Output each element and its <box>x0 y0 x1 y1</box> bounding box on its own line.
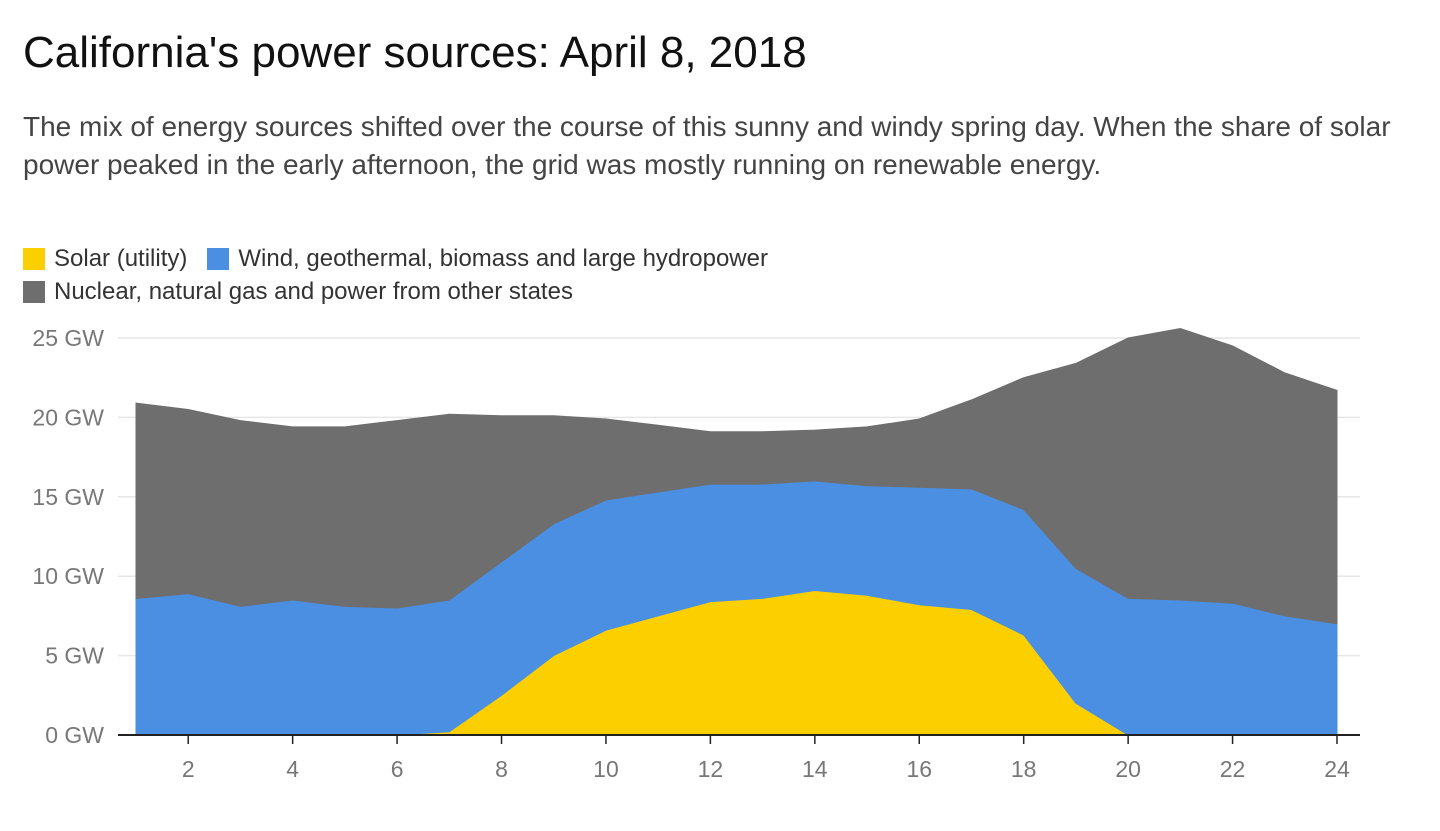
x-tick-label-14: 14 <box>802 756 828 782</box>
chart-title: California's power sources: April 8, 201… <box>23 28 807 77</box>
legend-item-nuclear: Nuclear, natural gas and power from othe… <box>23 278 573 306</box>
legend-swatch-wind <box>207 248 230 270</box>
area-nuclear <box>135 327 1338 625</box>
x-tick-label-10: 10 <box>593 756 619 782</box>
legend-row-1: Solar (utility) Wind, geothermal, biomas… <box>23 245 788 273</box>
x-tick-label-22: 22 <box>1220 756 1246 782</box>
legend-label-wind: Wind, geothermal, biomass and large hydr… <box>238 245 768 272</box>
y-tick-label-5: 5 GW <box>45 643 104 669</box>
x-tick-label-6: 6 <box>391 756 404 782</box>
legend-label-nuclear: Nuclear, natural gas and power from othe… <box>54 278 573 305</box>
y-tick-label-15: 15 GW <box>32 484 104 510</box>
legend-row-2: Nuclear, natural gas and power from othe… <box>23 278 593 306</box>
x-tick-label-16: 16 <box>906 756 932 782</box>
legend-swatch-nuclear <box>23 281 45 303</box>
x-tick-label-18: 18 <box>1011 756 1037 782</box>
y-tick-label-20: 20 GW <box>32 404 104 430</box>
chart-subtitle: The mix of energy sources shifted over t… <box>23 111 1391 180</box>
legend-swatch-solar <box>23 248 45 270</box>
x-tick-label-20: 20 <box>1115 756 1141 782</box>
x-tick-label-4: 4 <box>286 756 299 782</box>
y-tick-label-0: 0 GW <box>45 722 104 748</box>
y-tick-label-10: 10 GW <box>32 563 104 589</box>
legend-label-solar: Solar (utility) <box>54 245 188 272</box>
legend-item-wind: Wind, geothermal, biomass and large hydr… <box>207 245 768 273</box>
legend-item-solar: Solar (utility) <box>23 245 187 273</box>
x-tick-label-8: 8 <box>495 756 508 782</box>
x-tick-label-12: 12 <box>698 756 724 782</box>
x-tick-label-24: 24 <box>1324 756 1350 782</box>
y-tick-label-25: 25 GW <box>32 325 104 351</box>
x-tick-label-2: 2 <box>182 756 195 782</box>
